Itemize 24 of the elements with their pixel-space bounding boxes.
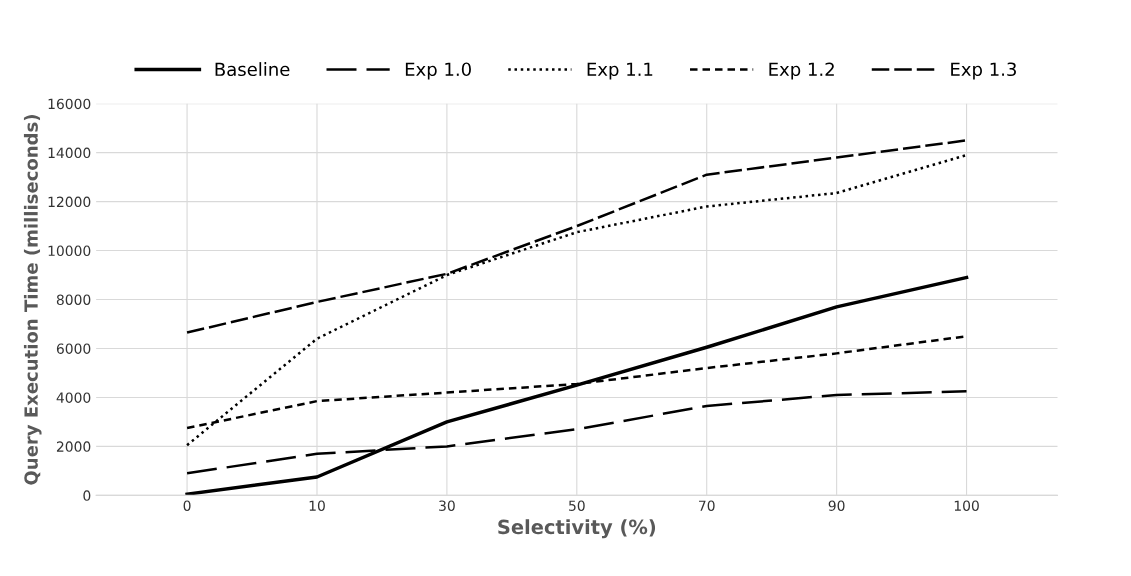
legend-label: Baseline	[215, 62, 290, 77]
legend-label: Exp 1.2	[769, 62, 834, 80]
x-axis-title: Selectivity (%)	[498, 519, 656, 539]
y-axis-title: Query Execution Time (milliseconds)	[23, 115, 42, 485]
x-tick-label: 30	[439, 500, 455, 511]
y-tick-label: 10000	[48, 245, 91, 257]
x-tick-label: 70	[699, 500, 715, 511]
legend-label: Exp 1.0	[405, 62, 471, 80]
x-tick-label: 50	[569, 500, 585, 511]
x-tick-label: 0	[183, 500, 191, 511]
y-tick-label: 14000	[48, 147, 91, 159]
y-tick-label: 12000	[48, 196, 91, 208]
legend-label: Exp 1.1	[587, 62, 653, 80]
y-tick-label: 0	[83, 490, 91, 501]
x-tick-label: 100	[954, 500, 979, 511]
y-tick-label: 16000	[48, 98, 91, 110]
x-tick-label: 10	[309, 500, 325, 511]
y-tick-label: 6000	[56, 343, 91, 354]
line-series	[185, 275, 969, 496]
y-tick-label: 2000	[56, 441, 91, 452]
x-tick-label: 90	[828, 500, 845, 511]
y-tick-label: 4000	[56, 392, 91, 403]
legend-label: Exp 1.3	[951, 62, 1016, 80]
y-tick-label: 8000	[56, 294, 91, 305]
